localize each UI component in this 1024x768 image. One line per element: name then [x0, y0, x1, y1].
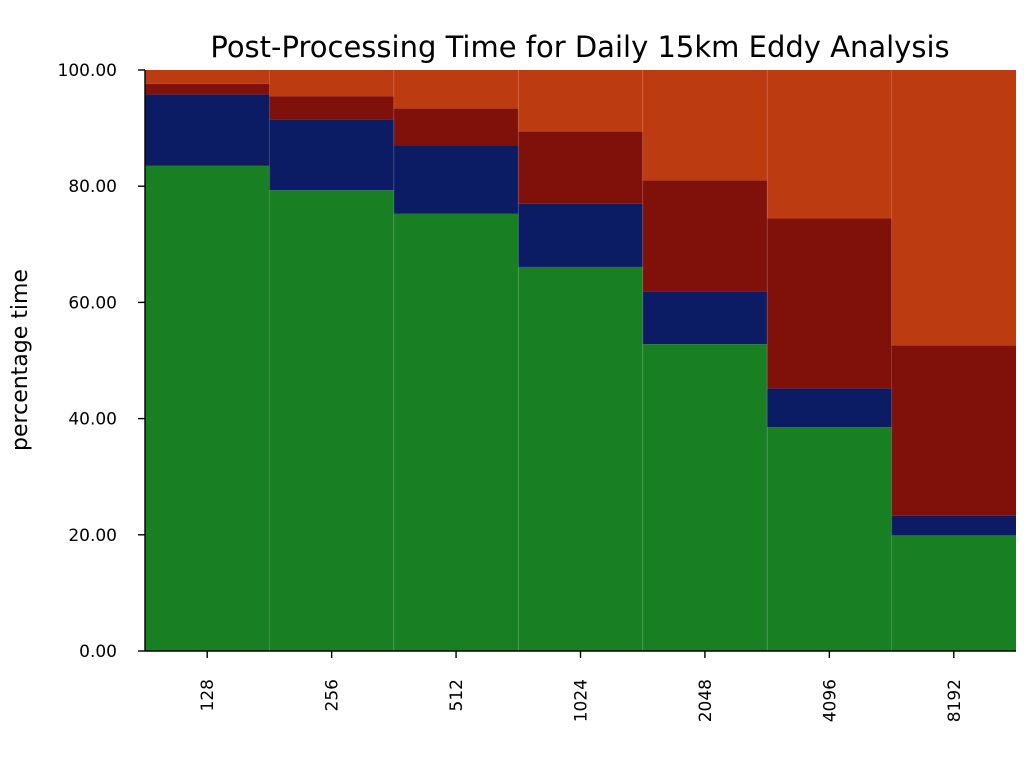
y-axis: 0.00 20.00 40.00 60.00 80.00 100.00	[58, 61, 146, 662]
bar-segment-512-series-2	[393, 145, 519, 214]
bar-segment-512-series-3	[393, 108, 519, 146]
bar-segment-512-series-1	[393, 213, 519, 651]
bars-group	[145, 70, 1016, 652]
bar-segment-128-series-2	[145, 94, 270, 166]
bar-segment-256-series-2	[269, 119, 394, 191]
bar-segment-4096-series-2	[767, 388, 892, 428]
bar-segment-1024-series-2	[518, 203, 643, 267]
bar-segment-2048-series-1	[642, 344, 768, 651]
bar-segment-128-series-3	[145, 83, 270, 95]
bar-segment-1024-series-1	[518, 266, 643, 651]
chart-title: Post-Processing Time for Daily 15km Eddy…	[210, 30, 949, 64]
bar-segment-4096-series-3	[767, 218, 892, 389]
y-tick-label: 60.00	[68, 293, 117, 313]
bar-segment-2048-series-2	[642, 291, 768, 345]
x-tick-label: 128	[198, 679, 218, 711]
bar-segment-4096-series-4	[767, 70, 892, 219]
bar-segment-256-series-1	[269, 190, 394, 651]
bar-segment-8192-series-1	[891, 535, 1016, 651]
bar-segment-8192-series-2	[891, 515, 1016, 536]
bar-segment-512-series-4	[393, 70, 519, 109]
bar-segment-4096-series-1	[767, 427, 892, 651]
bar-segment-1024-series-4	[518, 70, 643, 132]
bar-segment-256-series-3	[269, 96, 394, 120]
bar-segment-2048-series-4	[642, 70, 768, 181]
y-tick-label: 80.00	[68, 177, 117, 197]
bar-segment-256-series-4	[269, 70, 394, 97]
x-tick-label: 4096	[820, 679, 840, 722]
bar-segment-128-series-1	[145, 165, 270, 652]
y-tick-label: 100.00	[58, 61, 117, 81]
bar-segment-8192-series-3	[891, 345, 1016, 516]
x-tick-label: 256	[323, 679, 343, 711]
y-tick-label: 40.00	[68, 410, 117, 430]
x-tick-label: 1024	[572, 679, 592, 722]
x-tick-label: 8192	[945, 679, 965, 722]
bar-segment-8192-series-4	[891, 70, 1016, 346]
bar-segment-1024-series-3	[518, 131, 643, 204]
y-tick-label: 20.00	[68, 526, 117, 546]
bar-segment-128-series-4	[145, 70, 270, 84]
x-axis: 128 256 512 1024 2048 4096 8192	[145, 650, 1016, 722]
bar-segment-2048-series-3	[642, 180, 768, 292]
y-tick-label: 0.00	[79, 642, 117, 662]
x-tick-label: 512	[447, 679, 467, 711]
y-axis-label: percentage time	[8, 269, 33, 451]
x-tick-label: 2048	[696, 679, 716, 722]
